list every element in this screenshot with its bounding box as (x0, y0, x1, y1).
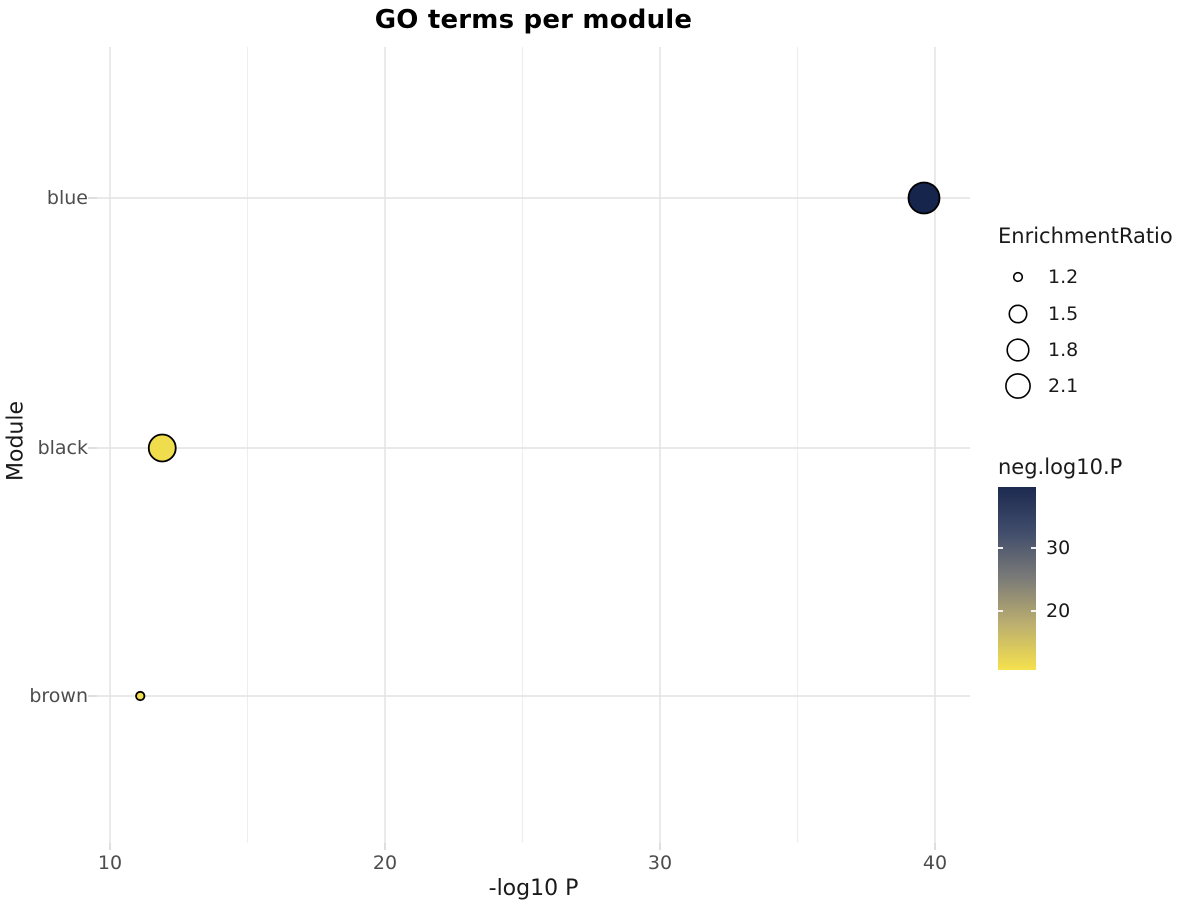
size-legend-circle-icon (1005, 373, 1031, 400)
size-legend-label: 1.2 (1048, 266, 1079, 289)
size-legend-label: 1.5 (1048, 302, 1079, 325)
size-legend-title: EnrichmentRatio (998, 224, 1173, 248)
color-legend-tick-mark (1031, 610, 1036, 613)
size-legend-circle-icon (1006, 338, 1030, 362)
x-axis-title: -log10 P (488, 876, 579, 901)
data-point-blue (907, 181, 941, 215)
color-legend-title: neg.log10.P (998, 455, 1123, 479)
color-legend-tick-label: 20 (1046, 600, 1071, 623)
color-legend-tick-label: 30 (1046, 536, 1071, 559)
size-legend-label: 2.1 (1048, 375, 1079, 398)
color-legend-gradient-bar (998, 487, 1036, 670)
y-axis-title: Module (3, 401, 29, 481)
x-tick-label: 20 (372, 852, 398, 874)
x-tick-label: 30 (647, 852, 673, 874)
color-legend-tick-mark (998, 546, 1003, 549)
chart-title: GO terms per module (374, 5, 693, 35)
size-legend-circle-icon (1008, 304, 1028, 324)
size-legend-item: 1.5 (998, 295, 1188, 331)
category-label-blue: blue (46, 187, 88, 209)
size-legend-circle-icon (1012, 272, 1024, 283)
size-legend-item: 1.2 (998, 259, 1188, 295)
size-legend-item: 2.1 (998, 368, 1188, 404)
size-legend-label: 1.8 (1048, 338, 1079, 361)
color-legend-tick-mark (1031, 546, 1036, 549)
size-legend-item: 1.8 (998, 332, 1188, 368)
size-legend: 1.2 1.5 1.8 2.1 (998, 259, 1188, 405)
color-legend-tick-mark (998, 610, 1003, 613)
category-label-black: black (37, 437, 88, 459)
data-point-brown (135, 690, 146, 702)
data-point-black (147, 433, 177, 463)
category-label-brown: brown (29, 685, 88, 707)
x-tick-label: 40 (922, 852, 948, 874)
x-tick-label: 10 (97, 852, 123, 874)
